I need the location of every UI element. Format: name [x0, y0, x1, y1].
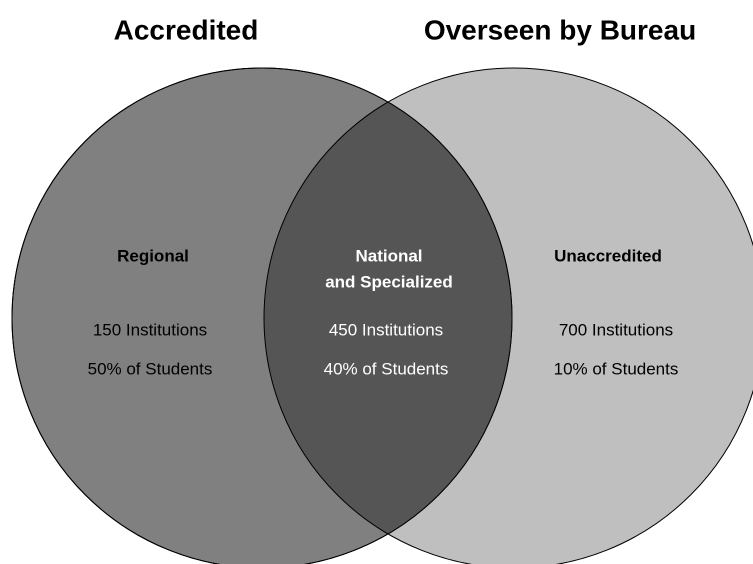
- region-label: Regional: [117, 246, 189, 265]
- institutions: 450 Institutions: [329, 320, 443, 339]
- institutions: 700 Institutions: [559, 320, 673, 339]
- region-label: National: [355, 246, 422, 265]
- intersection: [263, 68, 512, 564]
- students: 50% of Students: [88, 359, 213, 378]
- students: 40% of Students: [324, 359, 449, 378]
- institutions: 150 Institutions: [93, 320, 207, 339]
- title: Accredited: [114, 14, 259, 45]
- accredited-outline: [11, 67, 513, 564]
- region-label: Unaccredited: [554, 246, 662, 265]
- students: 10% of Students: [554, 359, 679, 378]
- region-label: and Specialized: [325, 272, 453, 291]
- title: Overseen by Bureau: [424, 14, 696, 45]
